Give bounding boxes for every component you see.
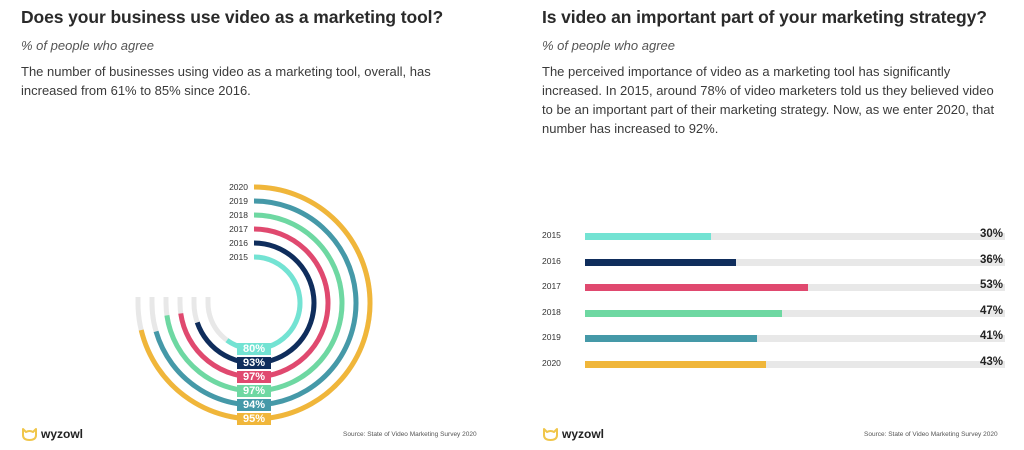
bar-year-label: 2016: [542, 255, 561, 266]
bar-fill: [585, 233, 711, 240]
bar-year-label: 2020: [542, 358, 561, 368]
right-chart-title: Is video an important part of your marke…: [542, 7, 987, 27]
logo-text: wyzowl: [562, 427, 605, 441]
radial-arc-2017: [178, 226, 331, 380]
bar-value-label: 47%: [980, 304, 1004, 317]
left-chart-subtitle: % of people who agree: [21, 38, 154, 53]
bar-row-2019: 2019 41%: [542, 330, 1012, 347]
bar-row-2017: 2017 53%: [542, 279, 1012, 296]
bar-row-2020: 2020 43%: [542, 356, 1012, 373]
logo-text: wyzowl: [41, 427, 84, 441]
radial-year-label: 2016: [229, 238, 248, 248]
bar-value-label: 30%: [980, 228, 1004, 240]
bar-value-label: 36%: [980, 253, 1004, 266]
right-chart-subtitle: % of people who agree: [542, 38, 675, 53]
left-panel: Does your business use video as a market…: [21, 7, 477, 441]
bar-year-label: 2015: [542, 230, 561, 240]
radial-year-label: 2017: [229, 224, 248, 234]
radial-value-badge: 95%: [237, 413, 271, 425]
owl-icon: [543, 428, 558, 441]
bar-fill: [585, 258, 737, 266]
bar-value-label: 41%: [980, 330, 1004, 343]
bar-year-label: 2019: [542, 332, 561, 343]
radial-year-label: 2019: [229, 196, 248, 206]
radial-value-badge: 80%: [237, 343, 271, 355]
wyzowl-logo: wyzowl: [542, 427, 604, 441]
radial-year-label: 2015: [229, 252, 248, 262]
bar-row-2016: 2016 36%: [542, 253, 1012, 271]
wyzowl-logo: wyzowl: [21, 427, 83, 441]
radial-arc-2016: [194, 240, 317, 366]
bar-track: [585, 258, 1005, 266]
bar-track: [585, 233, 1005, 240]
radial-year-label: 2020: [229, 182, 248, 192]
radial-value-badge: 97%: [237, 371, 271, 383]
right-chart-description: The perceived importance of video as a m…: [542, 64, 995, 136]
bar-fill: [585, 284, 808, 292]
radial-arc-2020: [138, 184, 373, 422]
bar-fill: [585, 309, 783, 317]
owl-icon: [22, 428, 37, 441]
bar-fill: [585, 335, 758, 343]
radial-value-badge: 94%: [237, 399, 271, 411]
bar-track: [585, 361, 1005, 368]
left-chart-description: The number of businesses using video as …: [21, 64, 431, 98]
right-panel: Is video an important part of your marke…: [512, 0, 1024, 450]
left-chart-title: Does your business use video as a market…: [21, 7, 444, 27]
bar-track: [585, 284, 1005, 292]
radial-value-badge: 93%: [237, 357, 271, 369]
bar-year-label: 2017: [542, 281, 561, 292]
bar-value-label: 43%: [980, 356, 1004, 368]
bar-row-2015: 2015 30%: [542, 228, 1012, 245]
radial-value-badge: 97%: [237, 385, 271, 397]
bar-value-label: 53%: [980, 279, 1004, 292]
bar-row-2018: 2018 47%: [542, 304, 1012, 322]
bar-year-label: 2018: [542, 306, 561, 317]
radial-arc-2015: [225, 254, 303, 352]
radial-year-label: 2018: [229, 210, 248, 220]
radial-bar-chart: 2015 2016 2017 2018 2019 2020: [135, 182, 373, 422]
bar-track: [585, 335, 1005, 343]
radial-arc-2018: [164, 212, 345, 394]
bar-fill: [585, 361, 766, 368]
radial-arc-2019: [153, 198, 359, 408]
source-note: Source: State of Video Marketing Survey …: [343, 431, 477, 438]
source-note: Source: State of Video Marketing Survey …: [864, 431, 998, 438]
bar-track: [585, 309, 1005, 317]
